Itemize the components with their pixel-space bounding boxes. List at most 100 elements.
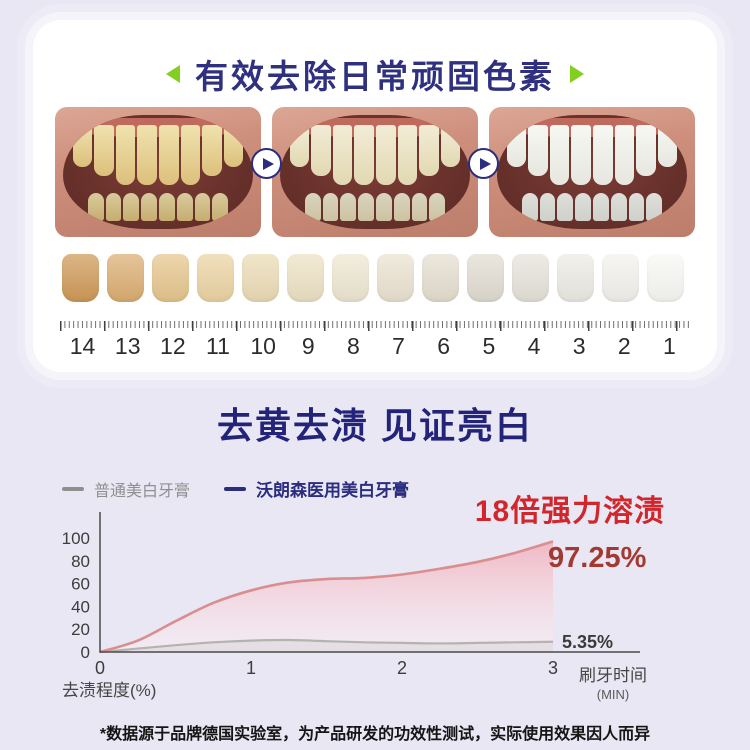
tooth-graphic <box>289 125 310 167</box>
tooth-graphic <box>593 125 613 185</box>
shade-tooth <box>647 254 684 302</box>
ordinary-end-value: 5.35% <box>562 632 613 652</box>
smile-photo-stage-3 <box>489 107 695 237</box>
tooth-graphic <box>397 125 418 185</box>
shade-tooth <box>467 254 504 302</box>
tooth-graphic <box>354 125 375 185</box>
shade-number: 4 <box>527 333 541 359</box>
tooth-graphic <box>158 192 175 222</box>
tooth-graphic <box>614 125 635 185</box>
tooth-graphic <box>646 192 663 222</box>
tooth-graphic <box>87 192 104 222</box>
tooth-graphic <box>393 192 410 222</box>
lower-teeth-graphic <box>304 192 446 222</box>
tooth-graphic <box>521 192 538 222</box>
mouth-graphic <box>280 114 470 230</box>
tooth-graphic <box>419 125 439 177</box>
tooth-graphic <box>440 125 461 167</box>
smile-photo-stage-2 <box>272 107 478 237</box>
shade-tooth <box>602 254 639 302</box>
xtick-label: 0 <box>95 658 105 678</box>
shade-number: 3 <box>572 333 586 359</box>
legend-dash-icon <box>62 486 84 491</box>
play-icon <box>262 157 274 170</box>
tooth-graphic <box>610 192 627 222</box>
shade-tooth <box>287 254 324 302</box>
legend-dash-icon <box>224 486 247 491</box>
shade-number: 5 <box>482 333 496 359</box>
xtick-label: 2 <box>397 658 407 678</box>
tooth-graphic <box>549 125 570 185</box>
tooth-graphic <box>176 192 193 222</box>
shade-number: 6 <box>437 333 451 359</box>
tooth-shade-guide <box>62 254 684 302</box>
series-brand-line <box>99 540 554 654</box>
tooth-graphic <box>506 125 527 167</box>
tooth-graphic <box>304 192 321 222</box>
tooth-graphic <box>429 192 446 222</box>
lower-teeth-graphic <box>521 192 663 222</box>
upper-teeth-graphic <box>506 125 678 185</box>
legend-item-2: 沃朗森医用美白牙膏 <box>224 476 409 501</box>
tooth-graphic <box>223 125 244 167</box>
tooth-graphic <box>311 125 331 177</box>
ytick-label: 0 <box>81 643 90 662</box>
upper-teeth-graphic <box>72 125 244 185</box>
tooth-graphic <box>375 192 392 222</box>
before-after-photos <box>55 107 695 237</box>
right-arrow-icon <box>570 65 584 83</box>
ytick-label: 40 <box>71 597 90 616</box>
shade-number: 2 <box>617 333 631 359</box>
play-button-1[interactable] <box>251 148 282 179</box>
chart-legend: 普通美白牙膏 沃朗森医用美白牙膏 <box>62 476 409 501</box>
shade-tooth <box>197 254 234 302</box>
shade-tooth <box>152 254 189 302</box>
tooth-graphic <box>636 125 656 177</box>
shade-number: 8 <box>347 333 360 359</box>
xtick-label: 3 <box>548 658 558 678</box>
tooth-graphic <box>575 192 591 222</box>
tooth-graphic <box>212 192 229 222</box>
shade-number: 10 <box>250 333 276 359</box>
shade-tooth <box>422 254 459 302</box>
tooth-graphic <box>202 125 222 177</box>
shade-number: 1 <box>663 333 676 359</box>
main-title-row: 有效去除日常顽固色素 <box>0 50 750 98</box>
x-axis-label: 刷牙时间 <box>579 666 647 685</box>
tooth-graphic <box>528 125 548 177</box>
disclaimer-text: *数据源于品牌德国实验室，为产品研发的功效性测试，实际使用效果因人而异 <box>99 726 651 743</box>
main-title: 有效去除日常顽固色素 <box>195 58 555 95</box>
series-brand-area <box>100 541 553 652</box>
tooth-graphic <box>137 125 158 185</box>
tooth-graphic <box>557 192 574 222</box>
tooth-graphic <box>72 125 93 167</box>
play-button-2[interactable] <box>468 148 499 179</box>
shade-tooth <box>242 254 279 302</box>
tooth-graphic <box>340 192 357 222</box>
tooth-graphic <box>657 125 678 167</box>
mouth-graphic <box>63 114 253 230</box>
mouth-graphic <box>497 114 687 230</box>
legend-item-1: 普通美白牙膏 <box>62 477 190 501</box>
shade-scale-numbers: 14 13 12 11 10 9 8 7 6 5 4 3 2 1 <box>60 333 692 360</box>
shade-number: 9 <box>301 333 315 359</box>
highlight-text: 18倍强力溶渍 <box>474 495 666 528</box>
play-icon <box>479 157 491 170</box>
tooth-graphic <box>376 125 396 185</box>
chart-svg: 0 20 40 60 80 100 0 1 2 3 去渍程度(%) 刷牙时间 (MIN) 97.25% 5.… <box>62 512 647 702</box>
tooth-graphic <box>180 125 201 185</box>
shade-tooth <box>557 254 594 302</box>
tooth-graphic <box>571 125 592 185</box>
series-ordinary-line <box>99 638 554 654</box>
legend-label: 沃朗森医用美白牙膏 <box>256 481 410 500</box>
tooth-graphic <box>322 192 339 222</box>
x-axis-unit: (MIN) <box>597 687 630 702</box>
shade-tooth <box>377 254 414 302</box>
lower-teeth-graphic <box>87 192 229 222</box>
tooth-graphic <box>141 192 157 222</box>
ytick-label: 80 <box>71 552 90 571</box>
ytick-label: 60 <box>71 575 90 594</box>
brand-end-value: 97.25% <box>548 542 647 574</box>
tooth-graphic <box>411 192 428 222</box>
